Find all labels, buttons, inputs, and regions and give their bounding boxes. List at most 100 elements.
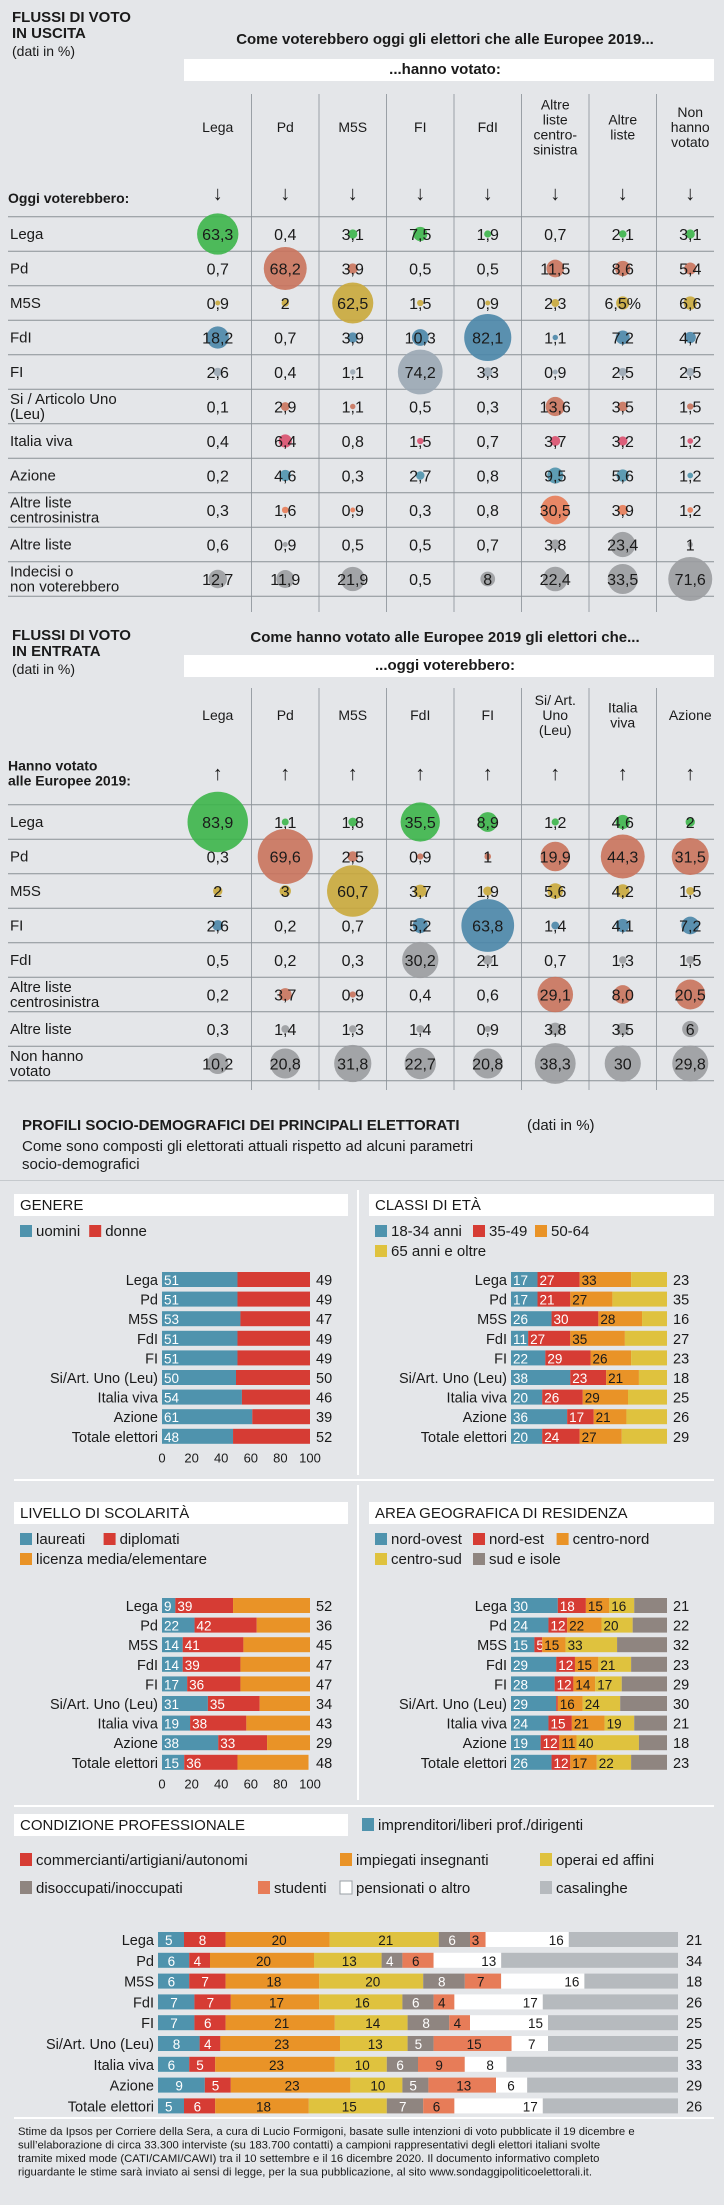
professione-bar-segment [470, 2015, 548, 2031]
genere-xtick-label: 100 [299, 1450, 321, 1465]
professione-category-label: Lega [122, 1933, 155, 1949]
entrata-value: 60,7 [337, 884, 368, 901]
professione-data-label: 6 [412, 1954, 420, 1969]
area-bar-segment [570, 1754, 597, 1770]
entrata-value: 3 [281, 884, 290, 901]
uscita-value: 0,5 [409, 262, 431, 279]
professione-bar-segment [381, 1952, 403, 1968]
entrata-value: 3,5 [612, 1022, 634, 1039]
professione-legend-label: impiegati insegnanti [356, 1852, 489, 1869]
eta-data-label: 20 [513, 1430, 528, 1445]
professione-bar-segment [194, 2015, 226, 2031]
professione-data-label: 15 [467, 2037, 482, 2052]
scolarita-data-label: 33 [220, 1736, 235, 1751]
area-data-label: 40 [579, 1736, 594, 1751]
professione-bar-segment [189, 2056, 216, 2072]
eta-bar-segment [511, 1409, 568, 1425]
uscita-arrow-icon: ↓ [415, 183, 425, 205]
uscita-arrow-icon: ↓ [348, 183, 358, 205]
professione-data-label: 21 [274, 2016, 289, 2031]
professione-data-label: 9 [175, 2079, 183, 2094]
uscita-bubble [547, 467, 564, 484]
uscita-bubble [616, 296, 630, 310]
eta-bar-segment [570, 1330, 625, 1346]
entrata-value: 1,9 [477, 884, 499, 901]
entrata-row-label: Altre liste centrosinistra [10, 979, 100, 1011]
eta-data-label: 25 [673, 1391, 689, 1407]
entrata-bubble [616, 918, 630, 933]
eta-data-label: 26 [544, 1391, 559, 1406]
professione-category-label: Italia viva [94, 2058, 155, 2074]
professione-bar-segment [464, 1973, 502, 1989]
entrata-value: 0,9 [342, 988, 364, 1005]
uscita-value: 9,5 [544, 469, 566, 486]
professione-category-label: Si/Art. Uno (Leu) [46, 2037, 154, 2053]
area-data-label: 19 [513, 1736, 528, 1751]
scolarita-category-label: Si/Art. Uno (Leu) [50, 1697, 158, 1713]
area-bar-segment [511, 1617, 549, 1633]
eta-legend-swatch [535, 1225, 547, 1237]
entrata-value: 0,3 [342, 953, 364, 970]
area-data-label: 29 [513, 1658, 528, 1673]
area-data-label: 17 [597, 1677, 612, 1692]
genere-category-label: Lega [126, 1273, 159, 1289]
uscita-value: 7,5 [409, 227, 431, 244]
professione-bar-segment [402, 1952, 434, 1968]
professione-data-label: 25 [686, 2037, 702, 2053]
scolarita-xtick-label: 80 [273, 1776, 287, 1791]
entrata-row-label: FI [10, 918, 23, 935]
area-bar-segment [617, 1637, 667, 1653]
entrata-col-label: M5S [338, 707, 367, 723]
eta-data-label: 26 [673, 1410, 689, 1426]
uscita-bubble [484, 230, 492, 238]
genere-xtick-label: 0 [158, 1450, 165, 1465]
entrata-bubble [187, 791, 248, 853]
eta-data-label: 28 [600, 1312, 615, 1327]
entrata-value: 1,4 [544, 919, 566, 936]
uscita-value: 2,9 [274, 400, 296, 417]
professione-data-label: 23 [285, 2079, 300, 2094]
area-data-label: 15 [577, 1658, 592, 1673]
entrata-bubble [212, 920, 224, 931]
scolarita-bar-segment [182, 1637, 244, 1653]
entrata-bubble [349, 991, 356, 998]
professione-bar-segment [568, 1932, 678, 1947]
genere-data-label: 46 [316, 1391, 332, 1407]
eta-bar-segment [631, 1272, 667, 1287]
uscita-value: 0,9 [342, 503, 364, 520]
entrata-value: 20,5 [675, 988, 706, 1005]
eta-data-label: 18 [673, 1371, 689, 1387]
uscita-bubble [340, 566, 365, 592]
genere-data-label: 49 [316, 1273, 332, 1289]
uscita-bubble [684, 331, 696, 344]
area-bar-segment [596, 1754, 632, 1770]
professione-bar-segment [527, 2077, 678, 2093]
area-data-label: 29 [513, 1697, 528, 1712]
area-bar-segment [638, 1735, 667, 1751]
uscita-value: 0,7 [544, 227, 566, 244]
uscita-row-label: Si / Articolo Uno (Leu) [10, 391, 117, 423]
area-bar-segment [511, 1676, 555, 1692]
uscita-bubble [208, 569, 228, 589]
genere-data-label: 49 [316, 1293, 332, 1309]
eta-data-label: 27 [540, 1273, 555, 1288]
eta-bar-segment [624, 1330, 667, 1346]
uscita-value: 2,6 [207, 365, 229, 382]
uscita-value: 1,5 [409, 296, 431, 313]
entrata-value: 1,8 [342, 815, 364, 832]
area-data-label: 30 [673, 1697, 689, 1713]
uscita-row-label: Italia viva [10, 433, 73, 450]
genere-bar-segment [162, 1330, 238, 1346]
professione-bar-segment [158, 1932, 184, 1947]
area-data-label: 21 [600, 1658, 615, 1673]
eta-data-label: 23 [572, 1371, 587, 1386]
scolarita-xtick-label: 20 [184, 1776, 198, 1791]
uscita-row-label: FdI [10, 330, 32, 347]
eta-bar-segment [626, 1409, 667, 1425]
professione-bar-segment [204, 2077, 231, 2093]
entrata-row-label: Non hanno votato [10, 1048, 83, 1080]
entrata-bubble [400, 802, 440, 842]
professione-data-label: 13 [481, 1954, 496, 1969]
professione-data-label: 20 [256, 1954, 271, 1969]
professione-legend-label: imprenditori/liberi prof./dirigenti [378, 1817, 583, 1834]
